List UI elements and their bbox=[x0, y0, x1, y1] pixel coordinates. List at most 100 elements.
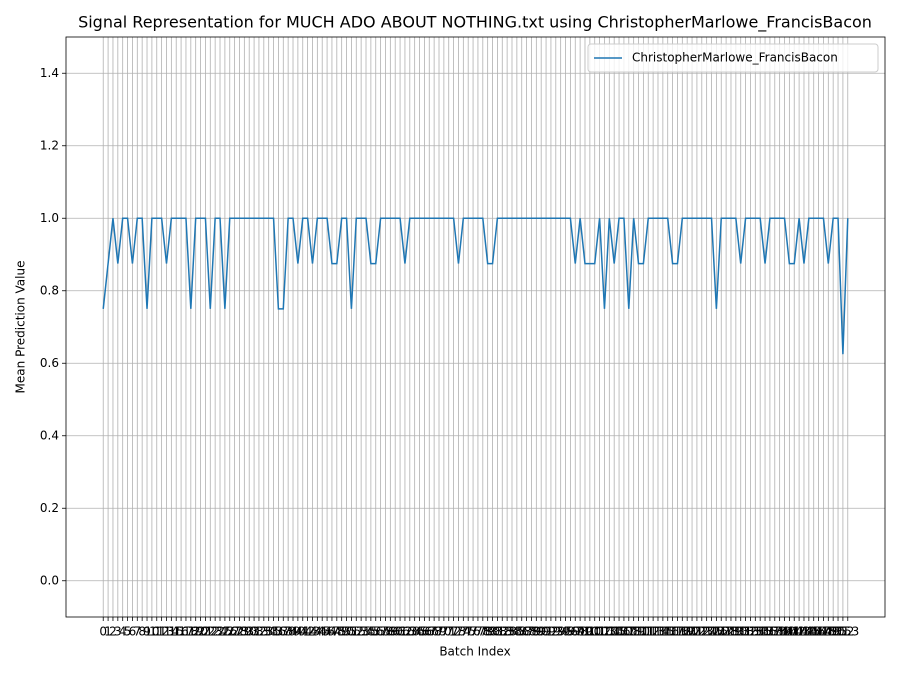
x-tick-label: 100 bbox=[578, 625, 601, 639]
x-tick-label: 76 bbox=[465, 625, 480, 639]
x-tick-label: 147 bbox=[807, 625, 830, 639]
x-tick-label: 18 bbox=[183, 625, 198, 639]
x-tick-label: 110 bbox=[627, 625, 650, 639]
x-tick-label: 140 bbox=[773, 625, 796, 639]
x-tick-label: 149 bbox=[817, 625, 840, 639]
y-tick-label: 0.2 bbox=[40, 501, 59, 515]
x-tick-label: 111 bbox=[632, 625, 655, 639]
x-tick-label: 1 bbox=[104, 625, 112, 639]
x-tick-label: 72 bbox=[446, 625, 461, 639]
x-tick-label: 38 bbox=[281, 625, 296, 639]
x-tick-label: 11 bbox=[149, 625, 164, 639]
x-tick-label: 106 bbox=[608, 625, 631, 639]
line bbox=[102, 217, 849, 355]
x-tick-label: 51 bbox=[344, 625, 359, 639]
x-tick-label: 17 bbox=[178, 625, 193, 639]
x-tick-label: 104 bbox=[598, 625, 621, 639]
x-tick-label: 47 bbox=[324, 625, 339, 639]
x-tick-label: 81 bbox=[490, 625, 505, 639]
x-tick-label: 64 bbox=[407, 625, 422, 639]
x-tick-label: 70 bbox=[436, 625, 451, 639]
x-tick-label: 21 bbox=[198, 625, 213, 639]
x-tick-label: 34 bbox=[261, 625, 276, 639]
x-tick-label: 134 bbox=[744, 625, 767, 639]
x-tick-label: 86 bbox=[514, 625, 529, 639]
x-tick-label: 132 bbox=[734, 625, 757, 639]
x-tick-label: 19 bbox=[188, 625, 203, 639]
x-tick-label: 50 bbox=[339, 625, 354, 639]
x-tick-label: 133 bbox=[739, 625, 762, 639]
x-tick-label: 129 bbox=[720, 625, 743, 639]
y-tick-label: 0.0 bbox=[40, 573, 59, 587]
y-tick-label: 0.6 bbox=[40, 356, 59, 370]
x-tick-label: 12 bbox=[154, 625, 169, 639]
x-tick-label: 92 bbox=[543, 625, 558, 639]
x-tick-label: 66 bbox=[417, 625, 432, 639]
grid bbox=[66, 37, 885, 617]
x-tick-label: 78 bbox=[475, 625, 490, 639]
x-tick-label: 30 bbox=[242, 625, 257, 639]
x-tick-label: 85 bbox=[509, 625, 524, 639]
legend-box bbox=[587, 43, 879, 73]
x-tick-label: 130 bbox=[724, 625, 747, 639]
x-tick-label: 141 bbox=[778, 625, 801, 639]
x-tick-label: 20 bbox=[193, 625, 208, 639]
x-tick-label: 152 bbox=[831, 625, 854, 639]
x-tick-label: 125 bbox=[700, 625, 723, 639]
x-tick-label: 75 bbox=[461, 625, 476, 639]
x-tick-label: 142 bbox=[783, 625, 806, 639]
x-tick-label: 10 bbox=[144, 625, 159, 639]
x-tick-label: 22 bbox=[203, 625, 218, 639]
legend: ChristopherMarlowe_FrancisBacon bbox=[587, 43, 879, 73]
x-tick-label: 13 bbox=[159, 625, 174, 639]
x-tick-label: 126 bbox=[705, 625, 728, 639]
y-tick-label: 0.8 bbox=[40, 283, 59, 297]
x-tick-label: 27 bbox=[227, 625, 242, 639]
x-tick-label: 61 bbox=[392, 625, 407, 639]
x-tick-label: 98 bbox=[572, 625, 587, 639]
x-tick-label: 108 bbox=[617, 625, 640, 639]
x-tick-label: 3 bbox=[114, 625, 122, 639]
x-tick-label: 146 bbox=[802, 625, 825, 639]
x-tick-label: 84 bbox=[504, 625, 519, 639]
x-tick-label: 120 bbox=[676, 625, 699, 639]
x-tick-label: 82 bbox=[495, 625, 510, 639]
x-tick-label: 15 bbox=[169, 625, 184, 639]
x-tick-label: 23 bbox=[208, 625, 223, 639]
x-tick-label: 16 bbox=[173, 625, 188, 639]
x-tick-label: 93 bbox=[548, 625, 563, 639]
x-tick-label: 123 bbox=[690, 625, 713, 639]
x-tick-label: 71 bbox=[441, 625, 456, 639]
x-tick-label: 139 bbox=[768, 625, 791, 639]
x-tick-label: 115 bbox=[651, 625, 674, 639]
x-tick-label: 96 bbox=[563, 625, 578, 639]
x-tick-label: 6 bbox=[129, 625, 137, 639]
x-tick-label: 87 bbox=[519, 625, 534, 639]
x-tick-label: 121 bbox=[681, 625, 704, 639]
x-tick-label: 63 bbox=[402, 625, 417, 639]
x-tick-label: 83 bbox=[499, 625, 514, 639]
x-tick-label: 53 bbox=[354, 625, 369, 639]
x-tick-label: 73 bbox=[451, 625, 466, 639]
x-tick-label: 43 bbox=[305, 625, 320, 639]
x-tick-label: 31 bbox=[246, 625, 261, 639]
x-tick-label: 94 bbox=[553, 625, 568, 639]
x-tick-label: 136 bbox=[754, 625, 777, 639]
x-tick-label: 58 bbox=[378, 625, 393, 639]
x-tick-label: 124 bbox=[695, 625, 718, 639]
x-tick-label: 148 bbox=[812, 625, 835, 639]
x-tick-label: 127 bbox=[710, 625, 733, 639]
x-tick-label: 109 bbox=[622, 625, 645, 639]
x-tick-label: 74 bbox=[456, 625, 471, 639]
x-tick-label: 8 bbox=[138, 625, 146, 639]
x-tick-label: 57 bbox=[373, 625, 388, 639]
x-tick-label: 37 bbox=[276, 625, 291, 639]
x-tick-label: 45 bbox=[315, 625, 330, 639]
x-tick-label: 116 bbox=[656, 625, 679, 639]
x-tick-label: 119 bbox=[671, 625, 694, 639]
x-tick-label: 77 bbox=[470, 625, 485, 639]
y-tick-label: 0.4 bbox=[40, 428, 59, 442]
y-tick-label: 1.4 bbox=[40, 66, 59, 80]
x-tick-label: 91 bbox=[538, 625, 553, 639]
x-tick-label: 145 bbox=[797, 625, 820, 639]
